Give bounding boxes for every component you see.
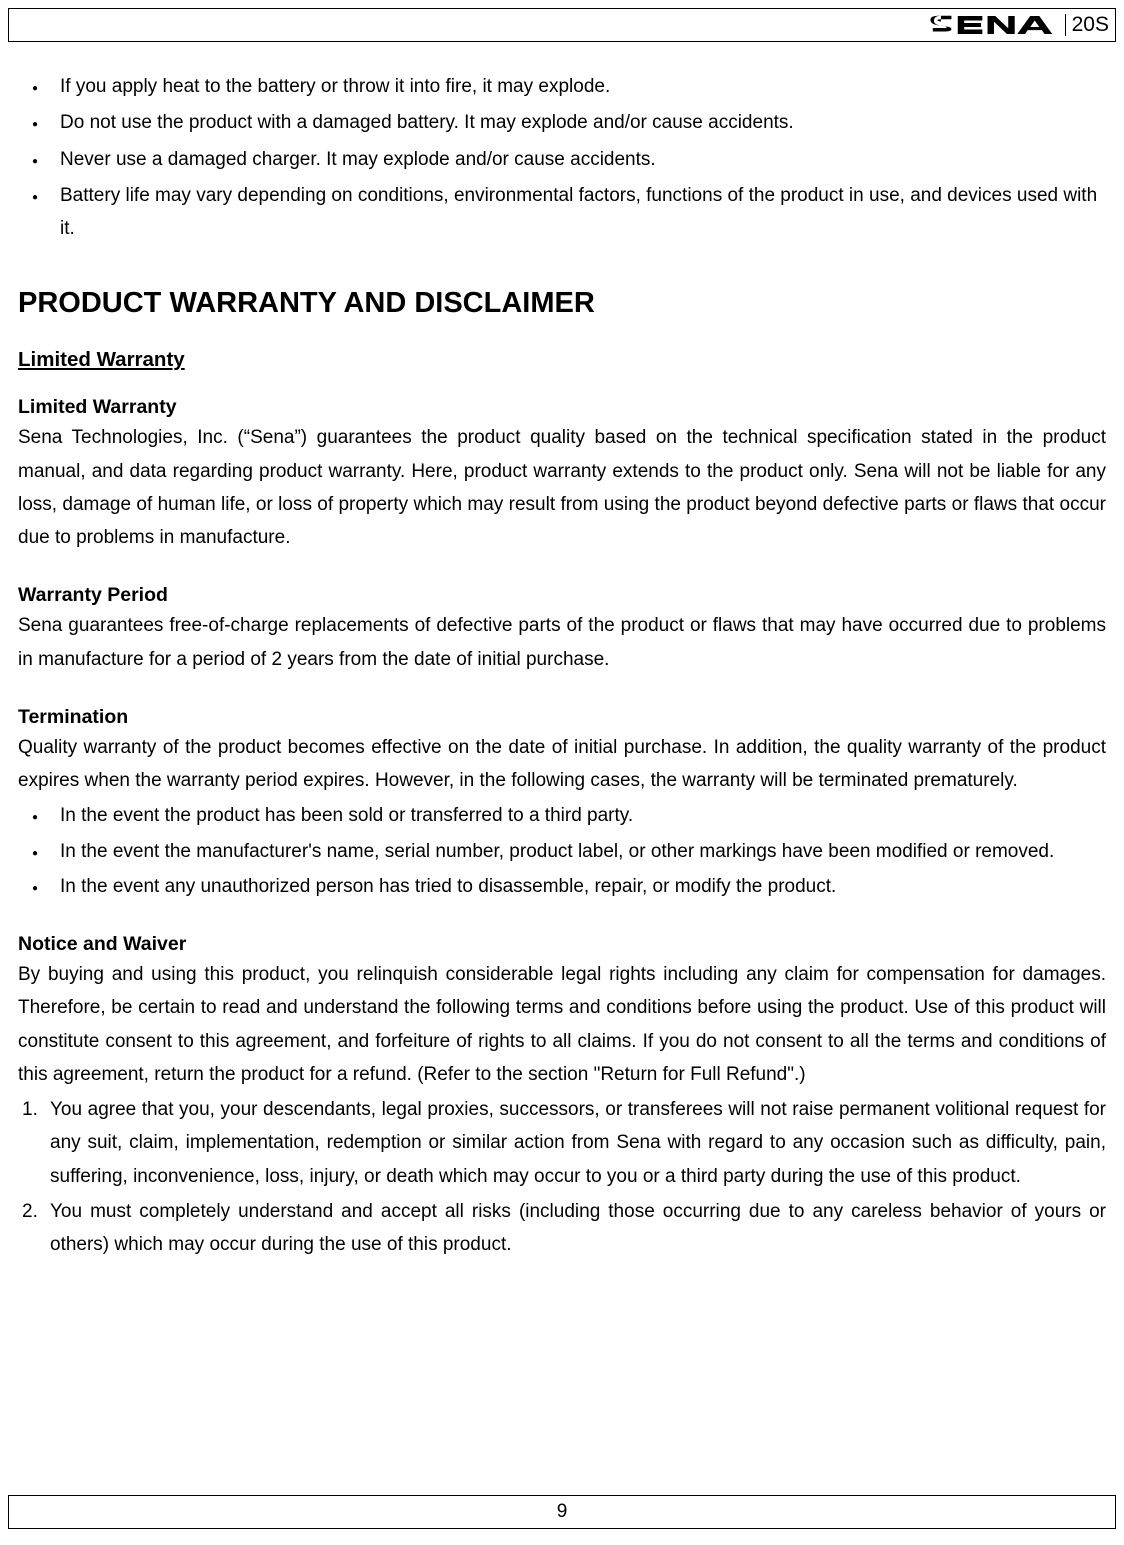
warranty-period-subhead: Warranty Period	[18, 584, 1106, 607]
limited-warranty-heading: Limited Warranty	[18, 348, 1106, 372]
numbered-text: You must completely understand and accep…	[50, 1201, 1106, 1255]
limited-warranty-body: Sena Technologies, Inc. (“Sena”) guarant…	[18, 421, 1106, 554]
limited-warranty-subhead: Limited Warranty	[18, 396, 1106, 419]
top-bullet-list: If you apply heat to the battery or thro…	[18, 70, 1106, 245]
bullet-item: Battery life may vary depending on condi…	[60, 179, 1106, 246]
content-area: If you apply heat to the battery or thro…	[0, 42, 1124, 1273]
warranty-period-body: Sena guarantees free-of-charge replaceme…	[18, 609, 1106, 676]
footer-bar: 9	[8, 1495, 1116, 1529]
bullet-item: In the event the manufacturer's name, se…	[60, 835, 1106, 868]
bullet-item: In the event any unauthorized person has…	[60, 870, 1106, 903]
notice-waiver-subhead: Notice and Waiver	[18, 933, 1106, 956]
list-number: 2.	[22, 1195, 38, 1228]
notice-waiver-body: By buying and using this product, you re…	[18, 958, 1106, 1091]
sena-logo	[929, 14, 1059, 36]
page-number: 9	[557, 1501, 568, 1523]
termination-bullets: In the event the product has been sold o…	[18, 799, 1106, 903]
termination-body: Quality warranty of the product becomes …	[18, 731, 1106, 798]
list-number: 1.	[22, 1093, 38, 1126]
bullet-item: Never use a damaged charger. It may expl…	[60, 143, 1106, 176]
bullet-item: If you apply heat to the battery or thro…	[60, 70, 1106, 103]
notice-waiver-numbered: 1. You agree that you, your descendants, …	[18, 1093, 1106, 1261]
bullet-item: Do not use the product with a damaged ba…	[60, 106, 1106, 139]
numbered-item: 1.You agree that you, your descendants, …	[50, 1093, 1106, 1193]
termination-subhead: Termination	[18, 706, 1106, 729]
numbered-text: You agree that you, your descendants, le…	[50, 1099, 1106, 1187]
numbered-item: 2.You must completely understand and acc…	[50, 1195, 1106, 1262]
model-tag: 20S	[1065, 14, 1109, 36]
header-bar: 20S	[8, 8, 1116, 42]
header-inner: 20S	[929, 14, 1109, 36]
page: 20S If you apply heat to the battery or …	[0, 8, 1124, 1545]
bullet-item: In the event the product has been sold o…	[60, 799, 1106, 832]
main-heading: PRODUCT WARRANTY AND DISCLAIMER	[18, 287, 1106, 320]
